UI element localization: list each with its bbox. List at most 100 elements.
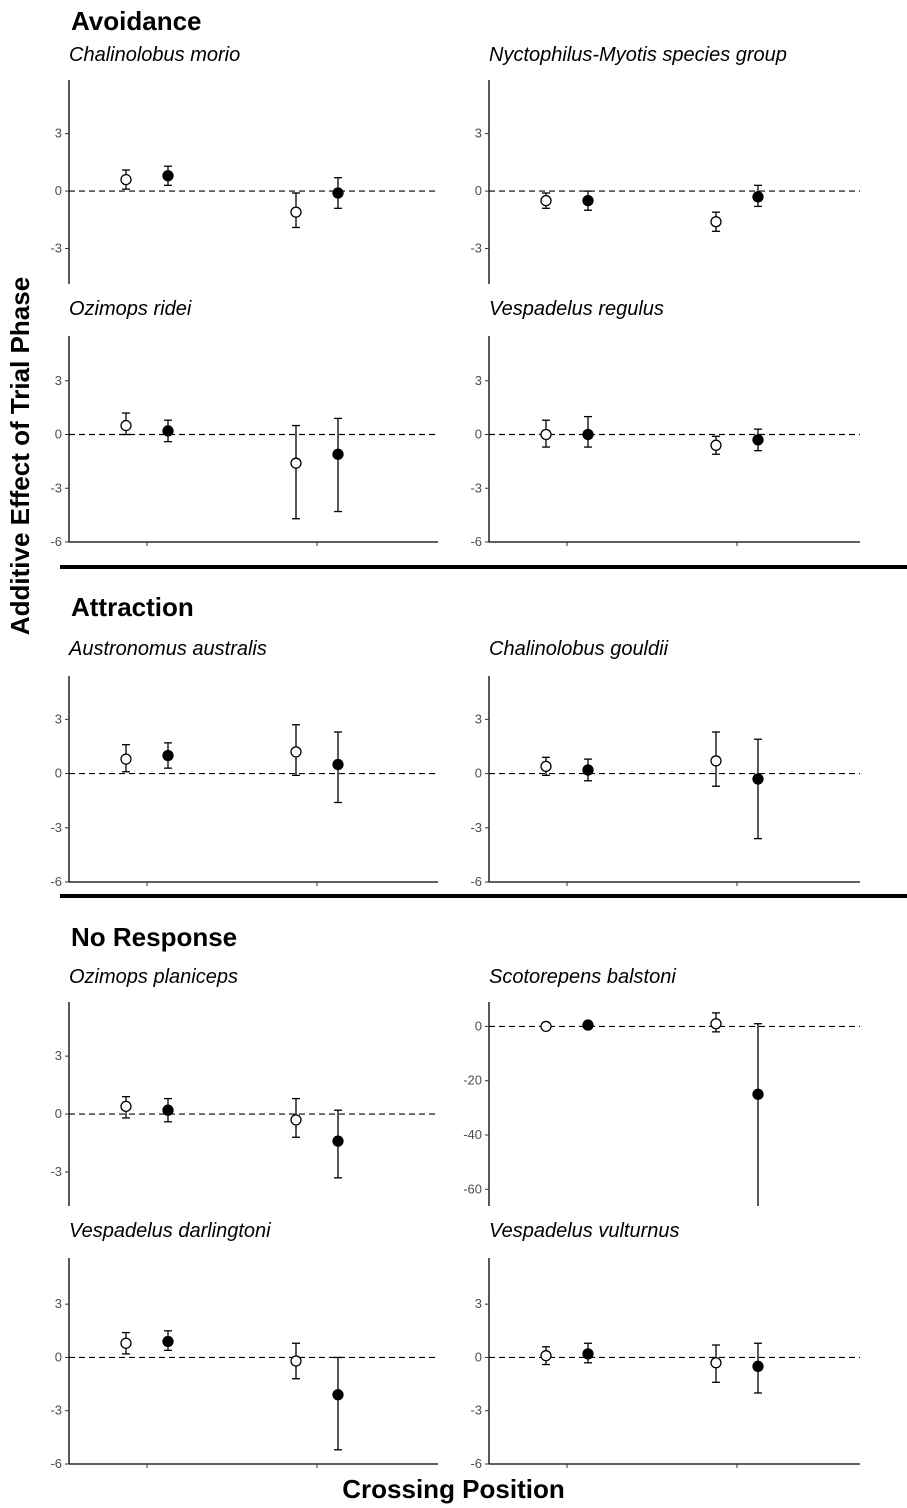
y-tick-label: 0 bbox=[55, 427, 62, 442]
filled-point bbox=[752, 1088, 764, 1100]
filled-point bbox=[162, 749, 174, 762]
panel-title: Ozimops ridei bbox=[69, 298, 192, 320]
y-tick-label: 0 bbox=[475, 427, 482, 442]
y-tick-label: -60 bbox=[463, 1181, 482, 1196]
panel-title: Chalinolobus morio bbox=[69, 44, 241, 66]
panel-title: Vespadelus regulus bbox=[489, 298, 664, 320]
section-divider bbox=[60, 894, 907, 898]
open-point bbox=[540, 428, 552, 441]
filled-point bbox=[332, 758, 344, 771]
filled-point bbox=[582, 428, 594, 441]
plot-area: 30-3-6Above CulvertUnder Culvert bbox=[50, 676, 438, 888]
open-point bbox=[540, 195, 552, 207]
panel-chalinolobus-morio: Chalinolobus morio 30-3-6 bbox=[20, 44, 440, 284]
panel-title: Vespadelus darlingtoni bbox=[69, 1220, 271, 1242]
y-tick-label: -6 bbox=[50, 534, 62, 548]
filled-point bbox=[752, 773, 764, 785]
y-tick-label: 3 bbox=[55, 1296, 62, 1311]
filled-point bbox=[582, 1019, 594, 1031]
open-point bbox=[710, 755, 722, 767]
filled-point bbox=[582, 764, 594, 776]
open-point bbox=[540, 1350, 552, 1362]
panel-vespadelus-regulus: Vespadelus regulus 30-3-6Above CulvertUn… bbox=[440, 298, 880, 548]
plot-area: 30-3-6Above CulvertUnder Culvert bbox=[470, 336, 860, 548]
panel-title: Austronomus australis bbox=[69, 638, 267, 660]
open-point bbox=[290, 746, 302, 758]
y-tick-label: 3 bbox=[475, 1296, 482, 1311]
open-point bbox=[290, 206, 302, 218]
panel-title: Ozimops planiceps bbox=[69, 966, 238, 988]
plot-area: 30-3-6Above CulvertUnder Culvert bbox=[470, 1258, 860, 1470]
panel-chalinolobus-gouldii: Chalinolobus gouldii 30-3-6Above Culvert… bbox=[440, 638, 880, 888]
panel-austronomus-australis: Austronomus australis 30-3-6Above Culver… bbox=[20, 638, 440, 888]
plot-area: 30-3-6Above CulvertUnder Culvert bbox=[50, 336, 438, 548]
y-tick-label: -3 bbox=[50, 1164, 62, 1179]
open-point bbox=[290, 1355, 302, 1367]
open-point bbox=[540, 760, 552, 773]
y-tick-label: 0 bbox=[475, 183, 482, 198]
y-tick-label: -3 bbox=[470, 480, 482, 495]
filled-point bbox=[162, 1104, 174, 1116]
y-tick-label: 3 bbox=[475, 373, 482, 388]
y-tick-label: 3 bbox=[55, 373, 62, 388]
y-tick-label: -3 bbox=[50, 480, 62, 495]
y-tick-label: -6 bbox=[470, 534, 482, 548]
filled-point bbox=[162, 170, 174, 182]
y-tick-label: -6 bbox=[50, 1456, 62, 1470]
plot-area: 30-3-6Above CulvertUnder Culvert bbox=[470, 676, 860, 888]
y-tick-label: -3 bbox=[50, 820, 62, 835]
filled-point bbox=[162, 1335, 174, 1348]
y-tick-label: 0 bbox=[55, 183, 62, 198]
y-tick-label: 0 bbox=[55, 1106, 62, 1121]
section-title-attraction: Attraction bbox=[71, 592, 194, 622]
y-tick-label: 3 bbox=[55, 126, 62, 141]
panel-vespadelus-darlingtoni: Vespadelus darlingtoni 30-3-6Above Culve… bbox=[20, 1220, 440, 1470]
open-point bbox=[120, 1100, 132, 1112]
open-point bbox=[540, 1020, 552, 1033]
y-tick-label: -3 bbox=[470, 820, 482, 835]
y-tick-label: -6 bbox=[470, 874, 482, 888]
plot-area: 30-3-6Above CulvertUnder Culvert bbox=[50, 1258, 438, 1470]
y-tick-label: 3 bbox=[55, 1048, 62, 1063]
panel-title: Chalinolobus gouldii bbox=[489, 638, 669, 660]
section-title-avoidance: Avoidance bbox=[71, 6, 202, 36]
filled-point bbox=[752, 434, 764, 446]
plot-area: 30-3-6 bbox=[50, 1002, 438, 1206]
y-tick-label: 0 bbox=[475, 766, 482, 781]
filled-point bbox=[162, 425, 174, 437]
y-tick-label: 0 bbox=[55, 766, 62, 781]
panel-ozimops-ridei: Ozimops ridei 30-3-6Above CulvertUnder C… bbox=[20, 298, 440, 548]
y-tick-label: -6 bbox=[470, 1456, 482, 1470]
y-tick-label: 3 bbox=[475, 711, 482, 726]
filled-point bbox=[752, 191, 764, 203]
y-tick-label: 0 bbox=[475, 1018, 482, 1033]
section-title-no-response: No Response bbox=[71, 922, 238, 952]
filled-point bbox=[332, 187, 344, 199]
y-tick-label: -3 bbox=[470, 1403, 482, 1418]
y-tick-label: -6 bbox=[50, 874, 62, 888]
y-tick-label: 3 bbox=[475, 126, 482, 141]
y-tick-label: -3 bbox=[50, 1403, 62, 1418]
panel-ozimops-planiceps: Ozimops planiceps 30-3-6 bbox=[20, 966, 440, 1206]
open-point bbox=[710, 216, 722, 228]
panel-vespadelus-vulturnus: Vespadelus vulturnus 30-3-6Above Culvert… bbox=[440, 1220, 880, 1470]
panel-title: Nyctophilus-Myotis species group bbox=[489, 44, 787, 66]
panel-nyctophilus-myotis: Nyctophilus-Myotis species group 30-3-6 bbox=[440, 44, 880, 284]
filled-point bbox=[332, 1135, 344, 1147]
y-tick-label: 0 bbox=[55, 1349, 62, 1364]
open-point bbox=[120, 419, 132, 432]
filled-point bbox=[582, 1348, 594, 1360]
open-point bbox=[120, 173, 132, 186]
section-divider bbox=[60, 565, 907, 569]
filled-point bbox=[582, 195, 594, 207]
panel-title: Vespadelus vulturnus bbox=[489, 1220, 680, 1242]
y-tick-label: -40 bbox=[463, 1127, 482, 1142]
y-tick-label: -3 bbox=[470, 241, 482, 256]
panel-title: Scotorepens balstoni bbox=[489, 966, 676, 988]
filled-point bbox=[332, 1389, 344, 1401]
filled-point bbox=[752, 1360, 764, 1372]
open-point bbox=[120, 753, 132, 765]
y-tick-label: 0 bbox=[475, 1349, 482, 1364]
open-point bbox=[120, 1337, 132, 1349]
open-point bbox=[290, 1114, 302, 1126]
